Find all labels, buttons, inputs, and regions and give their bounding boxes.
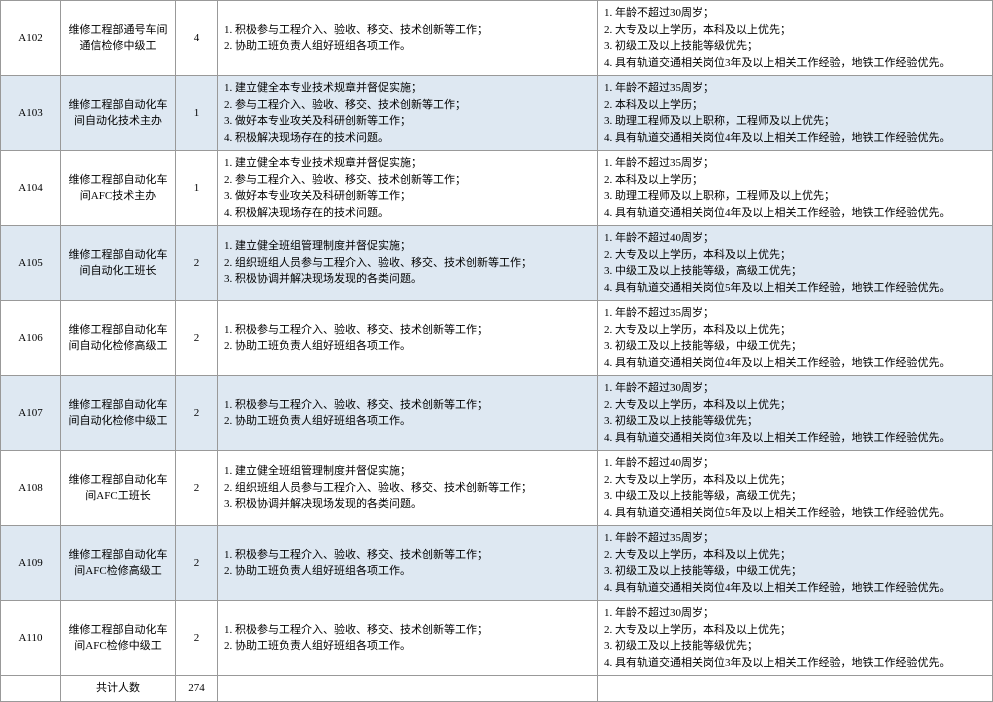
cell-code: A104 [1,151,61,226]
table-row: A110维修工程部自动化车间AFC检修中级工21. 积极参与工程介入、验收、移交… [1,601,993,676]
cell-total-label: 共计人数 [61,676,176,702]
cell-position: 维修工程部自动化车间AFC工班长 [61,451,176,526]
cell-count: 2 [176,601,218,676]
table-row: A109维修工程部自动化车间AFC检修高级工21. 积极参与工程介入、验收、移交… [1,526,993,601]
cell-requirements: 1. 年龄不超过40周岁；2. 大专及以上学历，本科及以上优先；3. 中级工及以… [598,226,993,301]
table-row: A105维修工程部自动化车间自动化工班长21. 建立健全班组管理制度并督促实施；… [1,226,993,301]
cell-count: 2 [176,301,218,376]
cell-requirements: 1. 年龄不超过30周岁；2. 大专及以上学历，本科及以上优先；3. 初级工及以… [598,1,993,76]
cell-duties: 1. 积极参与工程介入、验收、移交、技术创新等工作；2. 协助工班负责人组好班组… [218,526,598,601]
cell-requirements: 1. 年龄不超过40周岁；2. 大专及以上学历，本科及以上优先；3. 中级工及以… [598,451,993,526]
cell-position: 维修工程部自动化车间自动化工班长 [61,226,176,301]
cell-duties: 1. 建立健全本专业技术规章并督促实施；2. 参与工程介入、验收、移交、技术创新… [218,151,598,226]
cell-requirements: 1. 年龄不超过30周岁；2. 大专及以上学历，本科及以上优先；3. 初级工及以… [598,376,993,451]
cell-total-value: 274 [176,676,218,702]
table-row: A106维修工程部自动化车间自动化检修高级工21. 积极参与工程介入、验收、移交… [1,301,993,376]
cell-duties: 1. 建立健全本专业技术规章并督促实施；2. 参与工程介入、验收、移交、技术创新… [218,76,598,151]
cell-blank [1,676,61,702]
table-row: A108维修工程部自动化车间AFC工班长21. 建立健全班组管理制度并督促实施；… [1,451,993,526]
table-row: A104维修工程部自动化车间AFC技术主办11. 建立健全本专业技术规章并督促实… [1,151,993,226]
cell-duties: 1. 积极参与工程介入、验收、移交、技术创新等工作；2. 协助工班负责人组好班组… [218,376,598,451]
cell-code: A103 [1,76,61,151]
cell-count: 2 [176,451,218,526]
cell-position: 维修工程部自动化车间AFC检修高级工 [61,526,176,601]
cell-code: A106 [1,301,61,376]
cell-requirements: 1. 年龄不超过30周岁；2. 大专及以上学历，本科及以上优先；3. 初级工及以… [598,601,993,676]
cell-code: A109 [1,526,61,601]
cell-requirements: 1. 年龄不超过35周岁；2. 大专及以上学历，本科及以上优先；3. 初级工及以… [598,301,993,376]
cell-duties: 1. 建立健全班组管理制度并督促实施；2. 组织班组人员参与工程介入、验收、移交… [218,451,598,526]
cell-code: A107 [1,376,61,451]
cell-position: 维修工程部自动化车间AFC技术主办 [61,151,176,226]
cell-blank [598,676,993,702]
cell-duties: 1. 建立健全班组管理制度并督促实施；2. 组织班组人员参与工程介入、验收、移交… [218,226,598,301]
cell-count: 2 [176,226,218,301]
table-row: A103维修工程部自动化车间自动化技术主办11. 建立健全本专业技术规章并督促实… [1,76,993,151]
cell-position: 维修工程部通号车间通信检修中级工 [61,1,176,76]
cell-duties: 1. 积极参与工程介入、验收、移交、技术创新等工作；2. 协助工班负责人组好班组… [218,1,598,76]
cell-position: 维修工程部自动化车间自动化检修高级工 [61,301,176,376]
cell-position: 维修工程部自动化车间AFC检修中级工 [61,601,176,676]
table-row: A102维修工程部通号车间通信检修中级工41. 积极参与工程介入、验收、移交、技… [1,1,993,76]
recruitment-table: A102维修工程部通号车间通信检修中级工41. 积极参与工程介入、验收、移交、技… [0,0,993,702]
cell-code: A108 [1,451,61,526]
cell-requirements: 1. 年龄不超过35周岁；2. 本科及以上学历；3. 助理工程师及以上职称，工程… [598,76,993,151]
cell-code: A102 [1,1,61,76]
table-row: A107维修工程部自动化车间自动化检修中级工21. 积极参与工程介入、验收、移交… [1,376,993,451]
cell-count: 1 [176,76,218,151]
cell-count: 2 [176,526,218,601]
cell-code: A110 [1,601,61,676]
cell-count: 1 [176,151,218,226]
cell-count: 2 [176,376,218,451]
total-row: 共计人数274 [1,676,993,702]
cell-duties: 1. 积极参与工程介入、验收、移交、技术创新等工作；2. 协助工班负责人组好班组… [218,301,598,376]
cell-position: 维修工程部自动化车间自动化技术主办 [61,76,176,151]
cell-position: 维修工程部自动化车间自动化检修中级工 [61,376,176,451]
cell-requirements: 1. 年龄不超过35周岁；2. 本科及以上学历；3. 助理工程师及以上职称，工程… [598,151,993,226]
cell-duties: 1. 积极参与工程介入、验收、移交、技术创新等工作；2. 协助工班负责人组好班组… [218,601,598,676]
cell-count: 4 [176,1,218,76]
cell-code: A105 [1,226,61,301]
cell-requirements: 1. 年龄不超过35周岁；2. 大专及以上学历，本科及以上优先；3. 初级工及以… [598,526,993,601]
cell-blank [218,676,598,702]
